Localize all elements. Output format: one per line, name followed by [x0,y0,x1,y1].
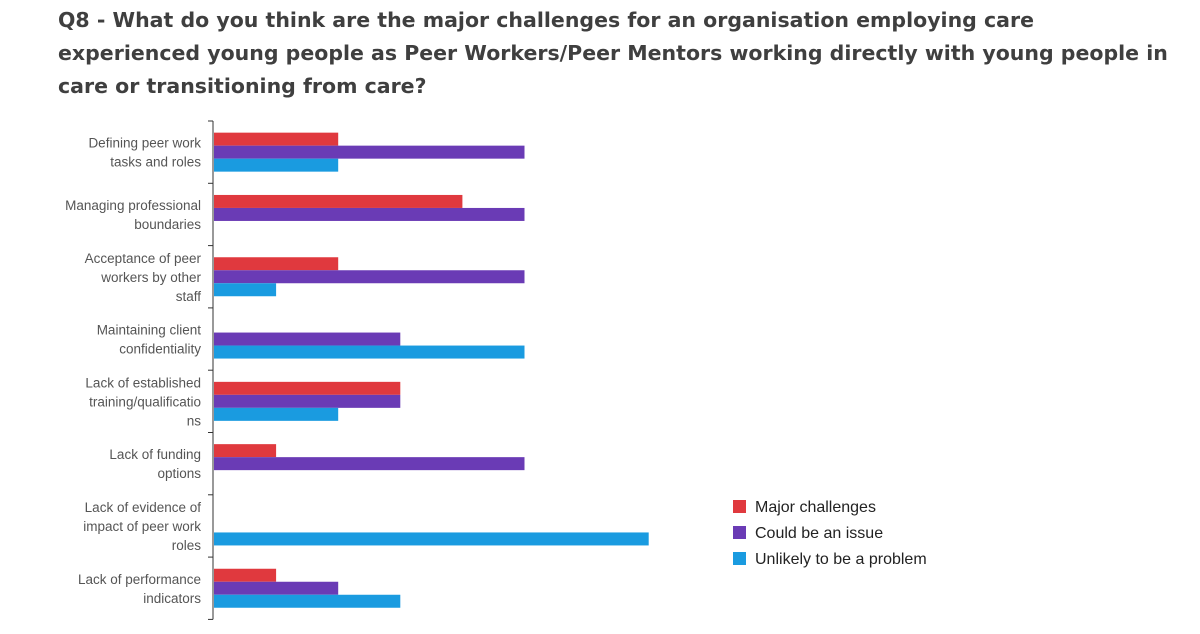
legend-label: Unlikely to be a problem [755,551,927,568]
bar-unlikely-to-be-a-problem-2 [214,283,277,297]
legend-swatch [733,500,746,513]
legend-swatch [733,526,746,539]
bar-major-challenges-4 [214,381,401,395]
bar-could-be-an-issue-2 [214,270,525,284]
legend-label: Could be an issue [755,525,883,542]
legend-swatch [733,552,746,565]
bar-could-be-an-issue-3 [214,332,401,346]
bar-major-challenges-1 [214,194,463,208]
category-label-line: boundaries [134,217,201,232]
category-label-line: confidentiality [119,342,201,357]
category-label: Lack of established training/qualificatio… [85,375,201,428]
category-label-line: impact of peer work [83,519,201,534]
category-label-line: Defining peer work [88,136,201,151]
category-label: Lack of funding options [109,447,201,481]
category-label-line: indicators [143,591,201,606]
bar-unlikely-to-be-a-problem-0 [214,158,339,172]
category-label-line: roles [172,538,202,553]
bars-layer [214,132,649,608]
bar-unlikely-to-be-a-problem-6 [214,532,649,546]
category-label-line: Lack of evidence of [85,500,202,515]
legend-label: Major challenges [755,499,876,516]
bar-unlikely-to-be-a-problem-7 [214,594,401,608]
category-label-line: tasks and roles [110,155,201,170]
bar-could-be-an-issue-0 [214,145,525,159]
bar-could-be-an-issue-1 [214,207,525,221]
bar-major-challenges-5 [214,444,277,458]
question-title: Q8 - What do you think are the major cha… [58,8,1168,98]
bar-could-be-an-issue-4 [214,394,401,408]
bar-could-be-an-issue-7 [214,581,339,595]
category-label-line: Lack of performance [78,572,201,587]
category-label: Lack of performance indicators [78,572,201,606]
category-label-line: Lack of established [85,375,201,390]
category-label: Acceptance of peer workers by other staff [85,251,202,304]
category-label-line: ns [187,413,202,428]
category-label-line: staff [176,289,202,304]
bar-major-challenges-7 [214,568,277,582]
category-label: Managing professional boundaries [65,198,201,232]
axis-layer [208,120,214,620]
category-label-line: training/qualificatio [89,394,201,409]
category-label: Defining peer work tasks and roles [88,136,201,170]
category-label-line: Acceptance of peer [85,251,202,266]
legend: Major challenges Could be an issue Unlikel… [733,499,927,568]
bar-unlikely-to-be-a-problem-4 [214,407,339,421]
category-label-line: Maintaining client [97,323,202,338]
category-label-line: workers by other [100,270,201,285]
category-label: Maintaining client confidentiality [97,323,202,357]
category-label: Lack of evidence of impact of peer work ro… [83,500,201,553]
bar-major-challenges-2 [214,257,339,271]
category-label-line: Lack of funding [109,447,201,462]
category-label-line: Managing professional [65,198,201,213]
bar-could-be-an-issue-5 [214,457,525,471]
category-labels: Defining peer work tasks and roles Managin… [65,136,201,606]
bar-unlikely-to-be-a-problem-3 [214,345,525,359]
bar-major-challenges-0 [214,132,339,146]
category-label-line: options [157,466,201,481]
